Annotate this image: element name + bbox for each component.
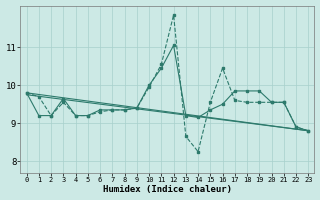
X-axis label: Humidex (Indice chaleur): Humidex (Indice chaleur)	[103, 185, 232, 194]
